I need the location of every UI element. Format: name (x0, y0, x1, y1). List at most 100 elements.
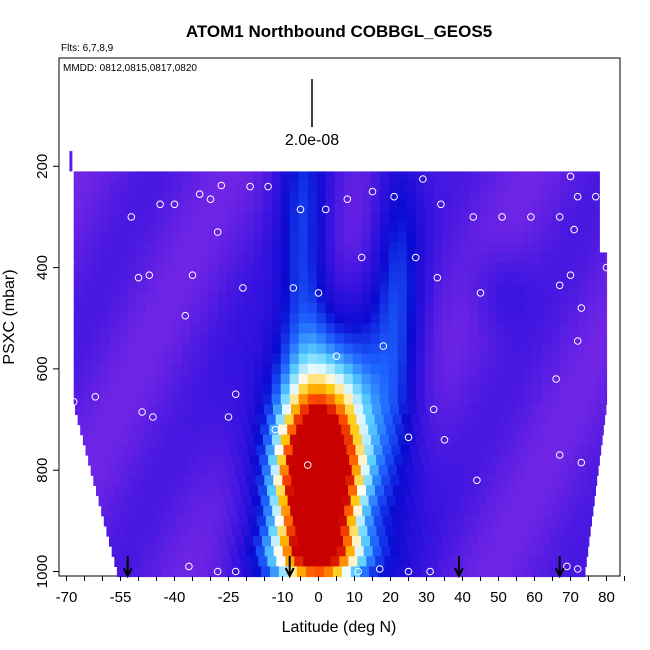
heatmap-cell (91, 353, 102, 365)
heatmap-cell (569, 505, 579, 517)
heatmap-cell (163, 303, 174, 314)
heatmap-cell (181, 363, 192, 375)
heatmap-cell (199, 171, 210, 183)
heatmap-cell (109, 222, 120, 233)
heatmap-cell (103, 515, 114, 527)
heatmap-cell (91, 272, 102, 284)
heatmap-cell (244, 434, 255, 446)
heatmap-cell (210, 404, 220, 416)
heatmap-cell (187, 455, 197, 466)
heatmap-cell (316, 282, 327, 294)
heatmap-cell (577, 363, 588, 375)
heatmap-cell (423, 465, 434, 476)
heatmap-cell (294, 556, 304, 567)
heatmap-cell (514, 323, 525, 334)
heatmap-cell (154, 323, 165, 334)
heatmap-cell (271, 374, 282, 385)
heatmap-cell (393, 556, 403, 567)
heatmap-cell (217, 333, 228, 345)
heatmap-cell (388, 384, 399, 395)
x-tick-label: -10 (272, 589, 294, 606)
heatmap-cell (519, 485, 529, 497)
heatmap-cell (361, 242, 372, 253)
heatmap-cell (332, 424, 342, 436)
heatmap-cell (409, 444, 420, 456)
heatmap-cell (166, 515, 177, 527)
heatmap-cell (451, 262, 462, 274)
heatmap-cell (514, 282, 525, 294)
heatmap-cell (199, 201, 210, 213)
heatmap-cell (286, 525, 296, 537)
heatmap-cell (109, 262, 120, 274)
x-tick-label: -55 (110, 589, 132, 606)
heatmap-cell (478, 171, 489, 183)
heatmap-cell (589, 444, 600, 456)
heatmap-cell (271, 252, 282, 264)
heatmap-cell (127, 232, 138, 243)
heatmap-cell (442, 363, 453, 375)
heatmap-cell (144, 465, 155, 476)
heatmap-cell (239, 414, 250, 426)
heatmap-cell (397, 343, 408, 355)
heatmap-cell (172, 262, 183, 274)
heatmap-cell (181, 252, 192, 264)
heatmap-cell (388, 434, 399, 446)
heatmap-cell (370, 171, 381, 183)
heatmap-cell (577, 303, 588, 314)
heatmap-cell (534, 546, 545, 557)
observation-marker (429, 405, 438, 414)
heatmap-cell (478, 211, 489, 223)
heatmap-cell (97, 455, 107, 466)
heatmap-cell (388, 242, 399, 253)
heatmap-cell (271, 201, 282, 213)
heatmap-cell (424, 171, 435, 183)
heatmap-cell (253, 384, 264, 395)
heatmap-cell (541, 222, 552, 233)
heatmap-cell (528, 556, 538, 567)
heatmap-cell (208, 171, 219, 183)
heatmap-cell (516, 475, 526, 486)
observation-marker (573, 565, 582, 573)
heatmap-cell (136, 343, 147, 355)
heatmap-cell (138, 404, 148, 416)
heatmap-cell (274, 444, 285, 456)
heatmap-cell (466, 525, 476, 537)
heatmap-cell (460, 333, 471, 345)
heatmap-cell (343, 536, 353, 547)
heatmap-cell (343, 282, 354, 294)
heatmap-cell (448, 455, 458, 466)
heatmap-cell (541, 536, 551, 547)
heatmap-cell (410, 414, 421, 426)
heatmap-cell (550, 252, 561, 264)
heatmap-cell (147, 404, 157, 416)
heatmap-cell (227, 505, 237, 517)
heatmap-cell (199, 181, 210, 193)
heatmap-cell (289, 303, 300, 314)
heatmap-cell (199, 323, 210, 334)
heatmap-cell (559, 171, 570, 183)
heatmap-cell (495, 465, 506, 476)
heatmap-cell (145, 434, 156, 446)
heatmap-cell (136, 201, 147, 213)
observation-marker (332, 352, 341, 361)
heatmap-cell (521, 566, 532, 578)
y-tick-label: 800 (34, 458, 51, 483)
heatmap-cell (379, 333, 390, 345)
heatmap-cell (190, 252, 201, 264)
heatmap-cell (544, 515, 555, 527)
heatmap-cell (463, 444, 474, 456)
heatmap-cell (451, 201, 462, 213)
heatmap-cell (268, 525, 278, 537)
heatmap-cell (543, 546, 554, 557)
heatmap-cell (460, 303, 471, 314)
heatmap-cell (156, 546, 167, 557)
heatmap-cell (82, 333, 93, 345)
heatmap-cell (190, 191, 201, 203)
heatmap-cell (343, 374, 354, 385)
heatmap-cell (559, 374, 570, 385)
heatmap-cell (386, 424, 396, 436)
heatmap-cell (577, 313, 588, 324)
heatmap-cell (388, 222, 399, 233)
heatmap-cell (424, 262, 435, 274)
heatmap-cell (487, 343, 498, 355)
